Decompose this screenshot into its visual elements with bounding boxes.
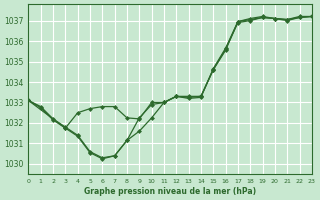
X-axis label: Graphe pression niveau de la mer (hPa): Graphe pression niveau de la mer (hPa)	[84, 187, 256, 196]
